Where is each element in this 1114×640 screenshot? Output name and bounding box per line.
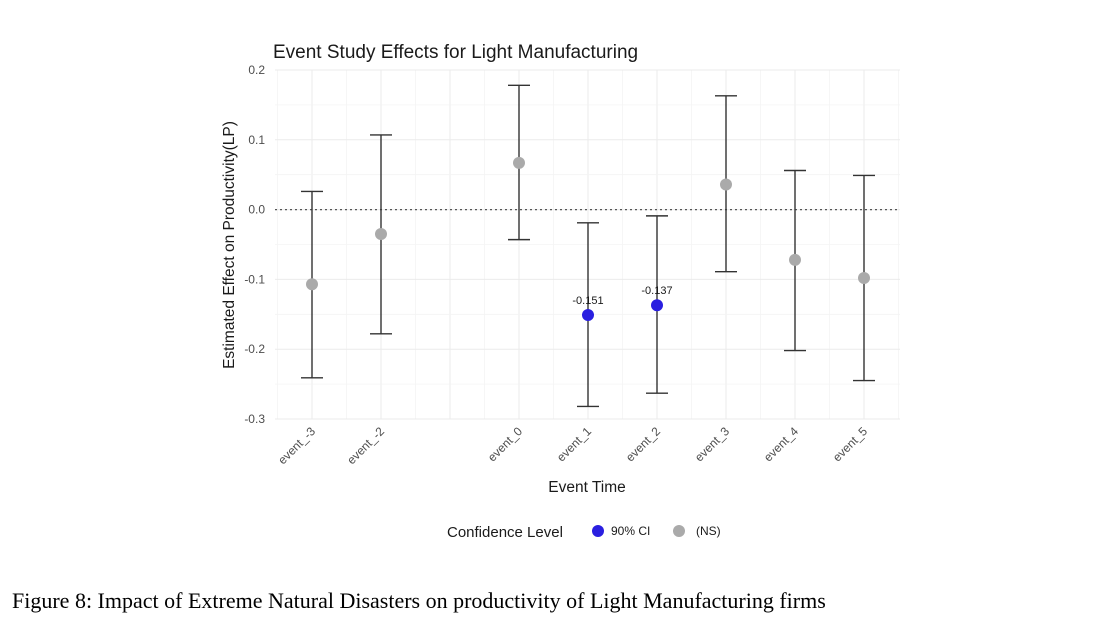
estimate-point xyxy=(306,278,318,291)
figure-caption: Figure 8: Impact of Extreme Natural Disa… xyxy=(12,588,826,613)
x-tick-label: event_1 xyxy=(554,424,594,464)
estimate-data-label: -0.151 xyxy=(572,295,603,307)
legend-label-90ci: 90% CI xyxy=(611,524,650,538)
estimate-data-label: -0.137 xyxy=(641,285,672,297)
x-tick-label: event_4 xyxy=(761,424,801,464)
estimate-point xyxy=(789,253,801,266)
y-axis-ticks: -0.3 -0.2 -0.1 0.0 0.1 0.2 xyxy=(244,63,265,426)
points xyxy=(306,156,870,321)
y-tick-label: -0.3 xyxy=(244,412,265,426)
estimate-point xyxy=(651,299,663,312)
x-tick-label: event_0 xyxy=(485,424,525,464)
estimate-point xyxy=(582,308,594,321)
x-tick-label: event_3 xyxy=(692,424,732,464)
x-tick-label: event_2 xyxy=(623,424,663,464)
x-axis-ticks: event_-3 event_-2 event_0 event_1 event_2 eve… xyxy=(275,424,870,467)
legend-marker-90ci xyxy=(592,525,604,537)
estimate-point xyxy=(513,156,525,169)
legend: Confidence Level 90% CI (NS) xyxy=(447,524,721,541)
x-tick-label: event_5 xyxy=(830,424,870,464)
estimate-point xyxy=(858,272,870,285)
x-axis-label: Event Time xyxy=(548,479,626,496)
x-tick-label: event_-3 xyxy=(275,424,318,467)
legend-label-ns: (NS) xyxy=(696,524,721,538)
y-tick-label: 0.1 xyxy=(248,133,265,147)
y-tick-label: -0.2 xyxy=(244,342,265,356)
x-tick-label: event_-2 xyxy=(344,424,387,467)
y-tick-label: 0.0 xyxy=(248,203,265,217)
y-tick-label: 0.2 xyxy=(248,63,265,77)
y-axis-label: Estimated Effect on Productivity(LP) xyxy=(221,121,238,369)
data-labels: -0.151 -0.137 xyxy=(572,285,672,307)
estimate-point xyxy=(375,228,387,241)
legend-title: Confidence Level xyxy=(447,524,563,541)
legend-marker-ns xyxy=(673,525,685,537)
chart-title: Event Study Effects for Light Manufactur… xyxy=(273,42,638,63)
estimate-point xyxy=(720,178,732,191)
y-tick-label: -0.1 xyxy=(244,272,265,286)
